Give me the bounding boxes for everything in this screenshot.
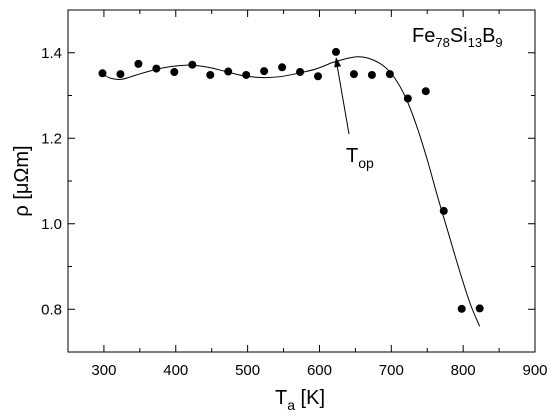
x-tick-label: 400 xyxy=(163,362,188,379)
data-point xyxy=(349,70,358,79)
fit-curve xyxy=(102,56,481,327)
data-point xyxy=(331,47,340,56)
data-point xyxy=(457,304,466,313)
x-tick-label: 900 xyxy=(522,362,547,379)
data-point xyxy=(439,206,448,215)
x-tick-label: 300 xyxy=(91,362,116,379)
annotation-arrowhead xyxy=(334,57,342,68)
data-point xyxy=(116,70,125,79)
data-point xyxy=(403,94,412,103)
data-point xyxy=(421,87,430,96)
chart-title: Fe78Si13B9 xyxy=(412,25,503,50)
annotation: Top xyxy=(334,57,374,171)
y-tick-label: 1.2 xyxy=(41,130,62,147)
data-point xyxy=(296,67,305,76)
data-point xyxy=(188,60,197,69)
x-tick-label: 800 xyxy=(451,362,476,379)
axis-ticks: 300 400 500 600 700 800 900 0.8 1.0 1.2 1.4 xyxy=(41,9,548,379)
data-point xyxy=(367,70,376,79)
data-point xyxy=(152,64,161,73)
data-point xyxy=(278,63,287,72)
x-axis-label: Ta [K] xyxy=(275,387,325,413)
data-point xyxy=(475,304,484,313)
x-tick-label: 600 xyxy=(307,362,332,379)
data-point xyxy=(206,70,215,79)
y-tick-label: 1.0 xyxy=(41,216,62,233)
data-point xyxy=(260,67,269,76)
data-point xyxy=(98,69,107,78)
annotation-arrow xyxy=(335,58,350,135)
x-tick-label: 700 xyxy=(379,362,404,379)
x-tick-label: 500 xyxy=(235,362,260,379)
y-tick-label: 1.4 xyxy=(41,45,62,62)
data-point xyxy=(224,67,233,76)
data-points xyxy=(98,47,484,313)
data-point xyxy=(242,70,251,79)
annotation-label: Top xyxy=(346,145,374,171)
y-axis-label: ρ [μΩm] xyxy=(11,145,33,216)
data-point xyxy=(170,67,179,76)
data-point xyxy=(314,72,323,81)
fit-curve-group xyxy=(102,56,481,327)
y-tick-label: 0.8 xyxy=(41,301,62,318)
data-point xyxy=(134,59,143,68)
annotation-subscript: op xyxy=(358,155,374,171)
data-point xyxy=(385,70,394,79)
